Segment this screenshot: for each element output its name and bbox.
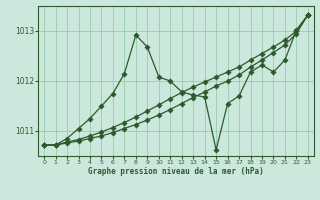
X-axis label: Graphe pression niveau de la mer (hPa): Graphe pression niveau de la mer (hPa) <box>88 167 264 176</box>
